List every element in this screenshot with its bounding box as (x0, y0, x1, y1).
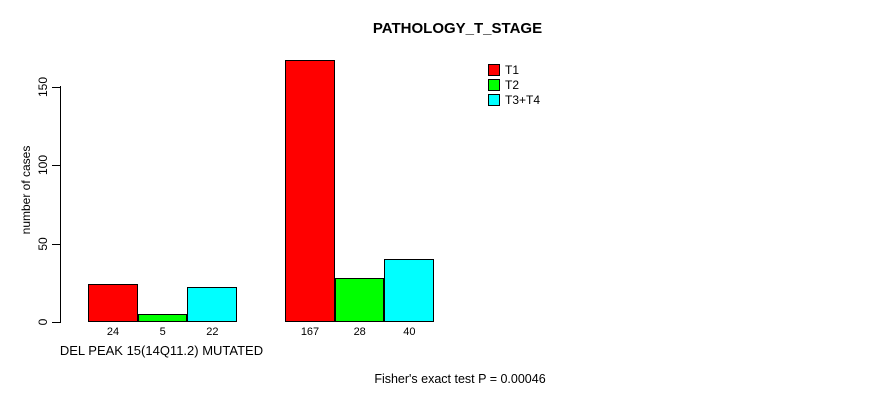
y-tick (52, 86, 61, 88)
bar-value-label: 28 (353, 326, 366, 338)
legend-swatch-icon (488, 79, 500, 91)
y-tick (52, 165, 61, 167)
bar-value-label: 167 (300, 326, 320, 338)
y-tick-label: 0 (36, 318, 50, 326)
y-tick (52, 243, 61, 245)
legend-label: T3+T4 (505, 93, 541, 107)
bar-t2-group1 (137, 314, 188, 322)
x-axis-group-label: DEL PEAK 15(14Q11.2) MUTATED (59, 343, 264, 358)
y-tick (52, 322, 61, 323)
y-tick-label: 50 (36, 236, 50, 251)
y-axis-title: number of cases (19, 145, 33, 235)
legend-label: T1 (505, 63, 520, 77)
y-tick-label: 100 (36, 155, 50, 176)
legend-item: T2 (488, 79, 540, 91)
bar-value-label: 24 (106, 326, 120, 338)
bar-t3-t4-group2 (384, 259, 435, 322)
bar-t2-group2 (334, 278, 385, 322)
chart-title: PATHOLOGY_T_STAGE (372, 20, 543, 37)
bar-value-label: 22 (206, 326, 219, 338)
legend: T1 T2 T3+T4 (488, 64, 540, 109)
legend-item: T1 (488, 64, 540, 76)
bar-value-label: 40 (403, 326, 416, 338)
bar-value-label: 5 (159, 326, 166, 338)
legend-swatch-icon (488, 94, 500, 106)
bar-t1-group1 (88, 284, 138, 322)
legend-swatch-icon (488, 64, 500, 76)
legend-label: T2 (505, 78, 520, 92)
stats-annotation: Fisher's exact test P = 0.00046 (374, 372, 546, 386)
y-axis-line (60, 86, 61, 322)
bar-t1-group2 (285, 60, 335, 322)
y-tick-label: 150 (36, 76, 50, 97)
bar-t3-t4-group1 (187, 287, 238, 322)
legend-item: T3+T4 (488, 94, 540, 106)
